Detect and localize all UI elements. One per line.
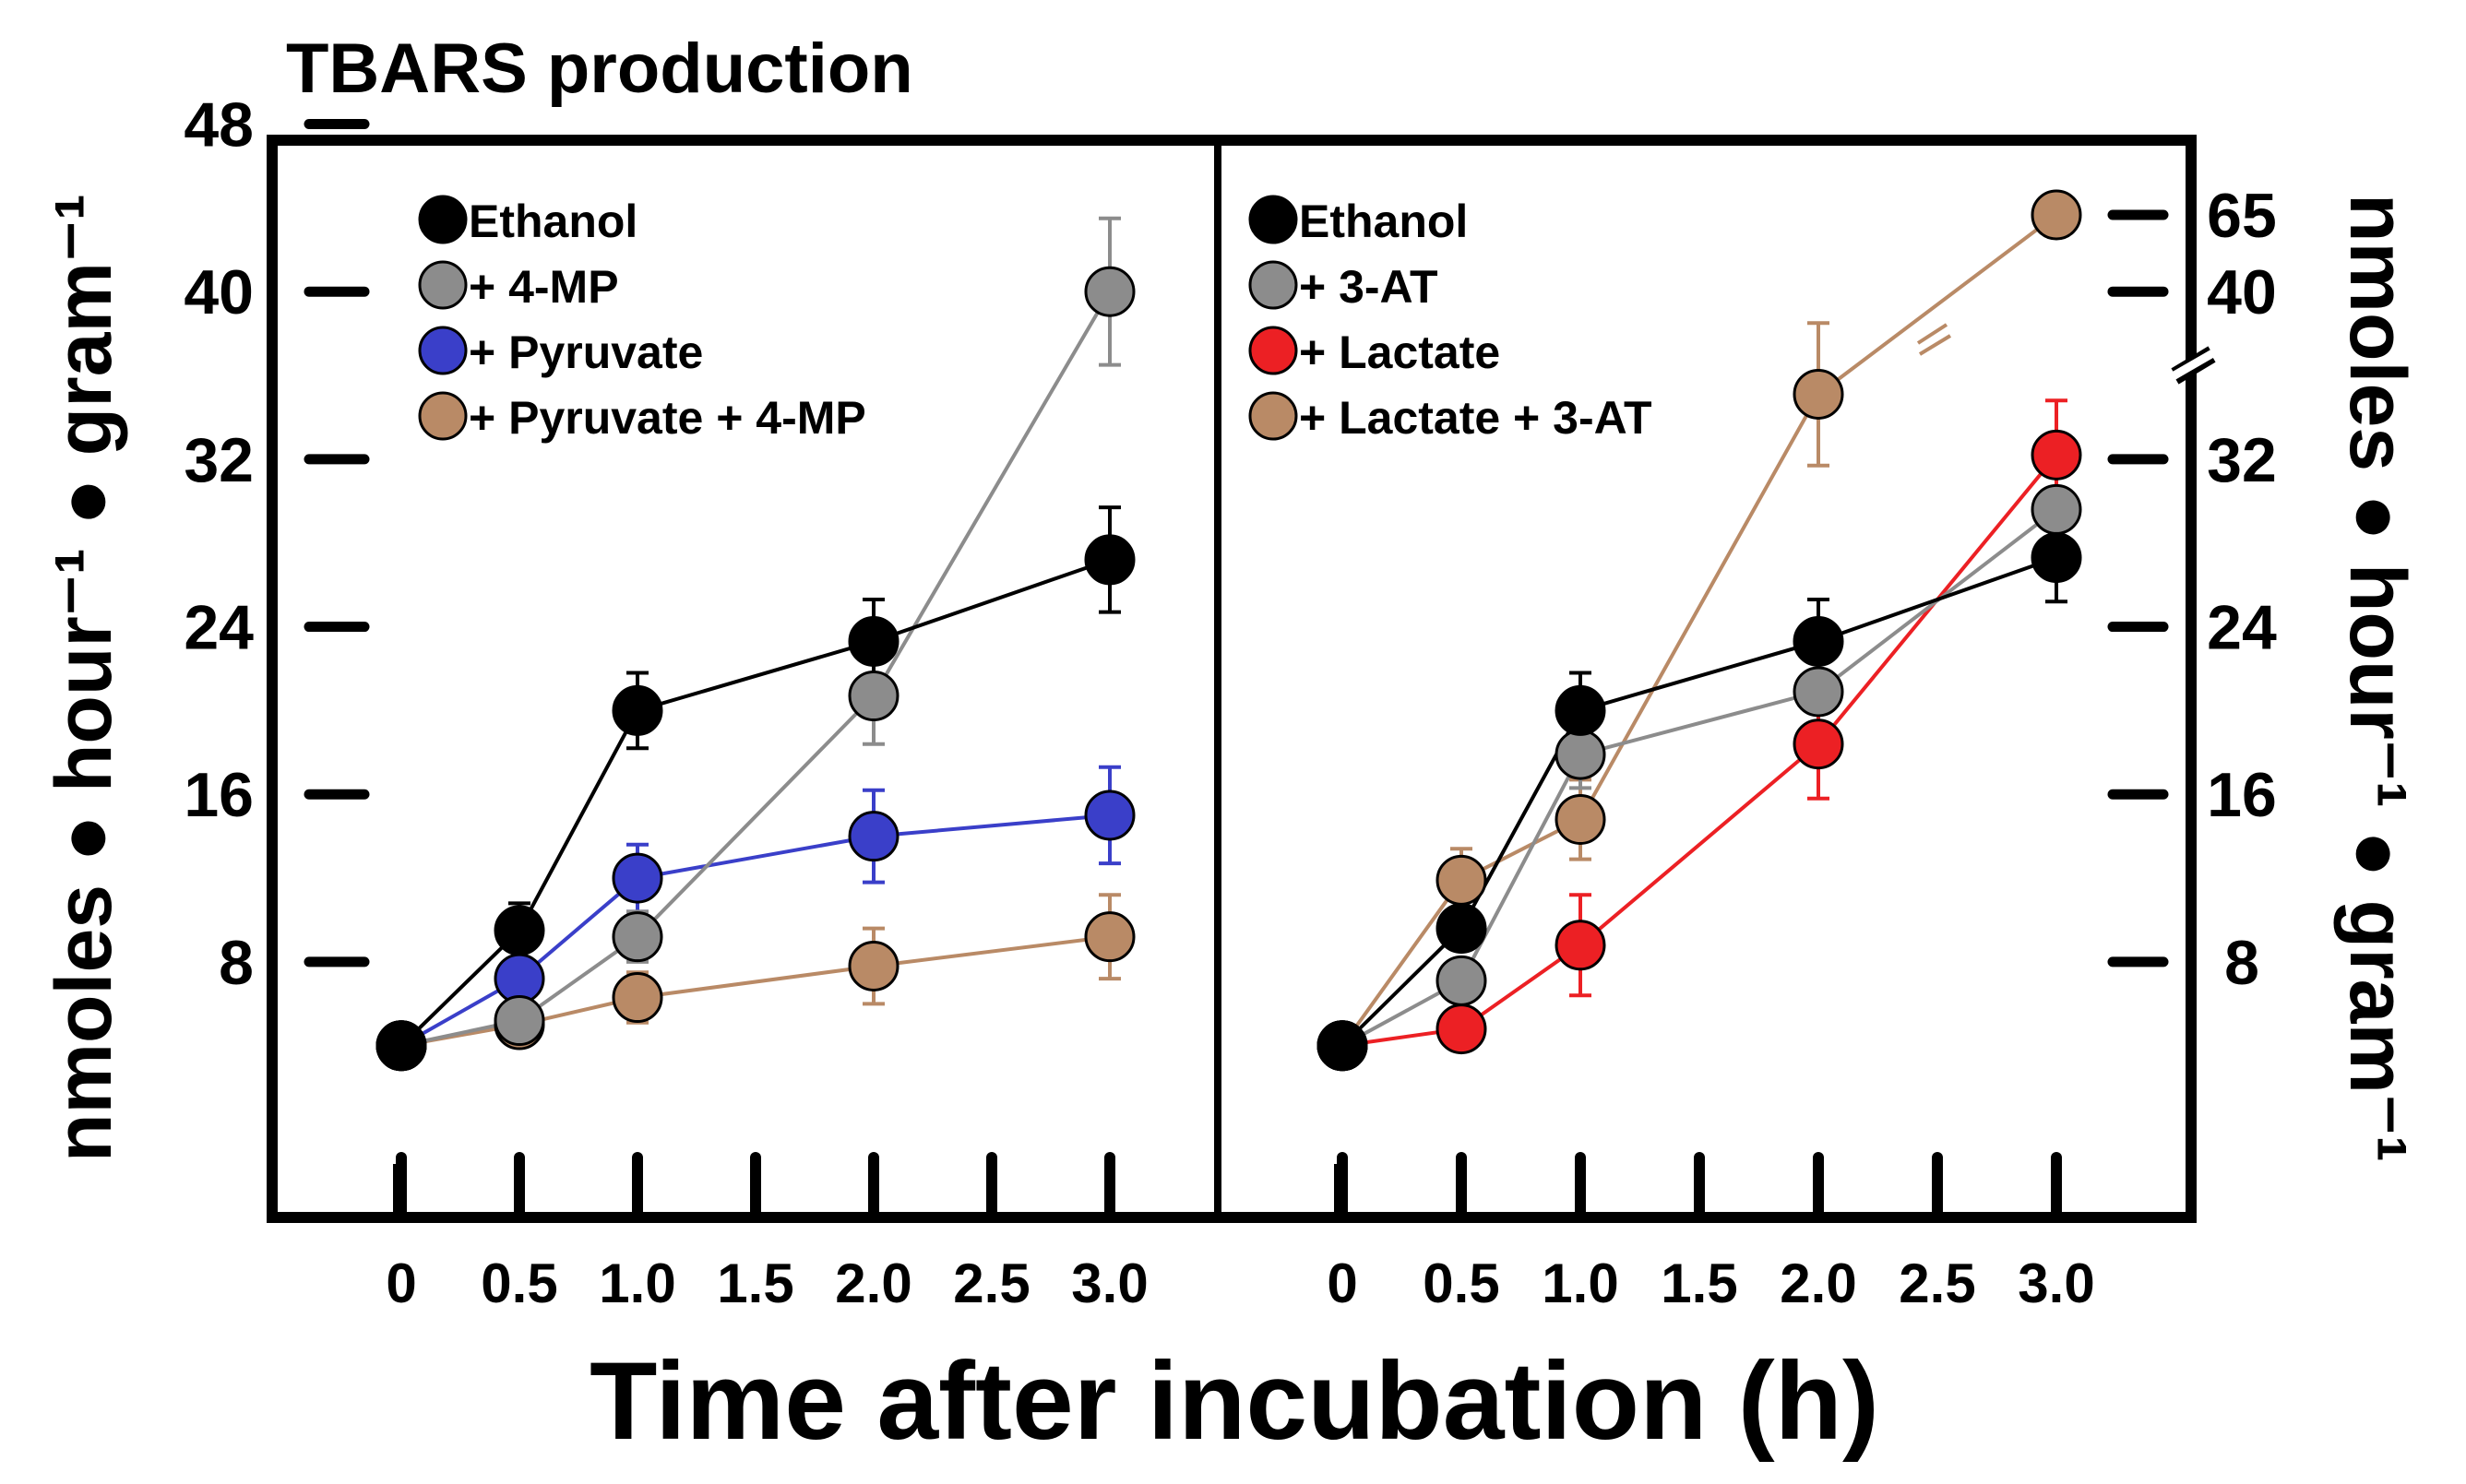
x-tick-label: 3.0 — [1071, 1252, 1148, 1314]
data-point — [848, 615, 899, 667]
y-tick-label-right: 24 — [2207, 593, 2277, 663]
legend-marker — [1248, 195, 1298, 244]
x-tick-label: 2.0 — [1780, 1252, 1856, 1314]
legend-marker — [1248, 391, 1298, 441]
legend-label: + Pyruvate + 4-MP — [469, 392, 866, 444]
series-line — [1341, 454, 2058, 1048]
data-point — [1436, 1003, 1487, 1055]
x-tick-label: 1.0 — [1542, 1252, 1618, 1314]
plot-layer: 8 8 16 16 24 24 32 32 40 40 48 65 0 0.5 1.0 1.5 2.0 2.5 3.… — [184, 90, 2277, 1314]
data-point — [1555, 684, 1606, 736]
data-point — [1793, 666, 1844, 718]
data-point — [1316, 1020, 1368, 1072]
data-point — [1084, 534, 1136, 586]
legend-marker — [1248, 326, 1298, 375]
legend-label: Ethanol — [1299, 196, 1468, 247]
data-point — [1084, 266, 1136, 317]
data-point — [612, 911, 663, 963]
data-point — [1084, 789, 1136, 841]
legend-marker — [418, 391, 468, 441]
data-point — [494, 995, 545, 1047]
y-tick-label-right: 65 — [2207, 181, 2277, 251]
y-tick-label-left: 16 — [184, 760, 254, 830]
data-point — [1555, 729, 1606, 780]
x-tick-label: 1.5 — [1661, 1252, 1737, 1314]
data-point — [612, 972, 663, 1024]
y-tick-label-left: 8 — [219, 928, 254, 998]
data-point — [2031, 429, 2082, 481]
y-axis-label-left: nmoles ● hour⁻¹ ● gram⁻¹ — [40, 194, 128, 1162]
axis-break-gap — [2170, 350, 2215, 380]
plot-frame — [267, 135, 2197, 1223]
data-point — [612, 852, 663, 904]
x-tick-label: 1.5 — [717, 1252, 793, 1314]
x-tick-label: 2.5 — [1899, 1252, 1975, 1314]
legend-marker — [418, 195, 468, 244]
data-point — [494, 905, 545, 956]
data-point — [2031, 483, 2082, 535]
chart-title: TBARS production — [286, 30, 913, 108]
data-point — [375, 1020, 427, 1072]
data-point — [1793, 615, 1844, 667]
y-tick-label-left: 24 — [184, 593, 254, 663]
x-axis-label: Time after incubation (h) — [590, 1339, 1879, 1463]
legend-marker — [418, 260, 468, 310]
x-tick-label: 0.5 — [1423, 1252, 1499, 1314]
data-point — [1555, 920, 1606, 971]
x-tick-label: 3.0 — [2018, 1252, 2094, 1314]
y-tick-label-right: 32 — [2207, 425, 2277, 495]
legend-marker — [418, 326, 468, 375]
legend-marker — [1248, 260, 1298, 310]
data-point — [1436, 903, 1487, 955]
axis-break-mark — [2175, 357, 2216, 385]
y-tick-label-left: 32 — [184, 425, 254, 495]
x-tick-label: 2.0 — [835, 1252, 911, 1314]
x-tick-label: 1.0 — [599, 1252, 675, 1314]
legend-label: + 4-MP — [469, 261, 619, 313]
data-point — [2031, 532, 2082, 584]
data-point — [1436, 854, 1487, 906]
y-tick-label-left: 40 — [184, 257, 254, 327]
line-break-gap — [1912, 321, 1953, 356]
data-point — [2031, 189, 2082, 241]
legend-label: + Pyruvate — [469, 326, 703, 378]
axis-break-mark — [2171, 346, 2211, 374]
line-break-mark — [1918, 334, 1952, 356]
x-tick-label: 0 — [1327, 1252, 1357, 1314]
x-tick-label: 0.5 — [481, 1252, 557, 1314]
legend-label: Ethanol — [469, 196, 637, 247]
data-point — [1436, 955, 1487, 1006]
y-tick-label-right: 40 — [2207, 257, 2277, 327]
data-point — [848, 940, 899, 991]
y-tick-label-left: 48 — [184, 90, 254, 160]
legend-label: + 3-AT — [1299, 261, 1438, 313]
data-point — [848, 811, 899, 862]
y-axis-label-right: nmoles ● hour⁻¹ ● gram⁻¹ — [2333, 194, 2422, 1162]
y-tick-label-right: 16 — [2207, 760, 2277, 830]
data-point — [848, 671, 899, 722]
data-point — [1555, 793, 1606, 845]
data-point — [1793, 718, 1844, 770]
legend-label: + Lactate — [1299, 326, 1500, 378]
y-tick-label-right: 8 — [2224, 928, 2259, 998]
data-point — [1084, 911, 1136, 963]
line-break-mark — [1916, 323, 1948, 345]
data-point — [612, 684, 663, 736]
legend-label: + Lactate + 3-AT — [1299, 392, 1652, 444]
x-tick-label: 2.5 — [953, 1252, 1030, 1314]
x-tick-label: 0 — [386, 1252, 416, 1314]
data-point — [1793, 368, 1844, 420]
